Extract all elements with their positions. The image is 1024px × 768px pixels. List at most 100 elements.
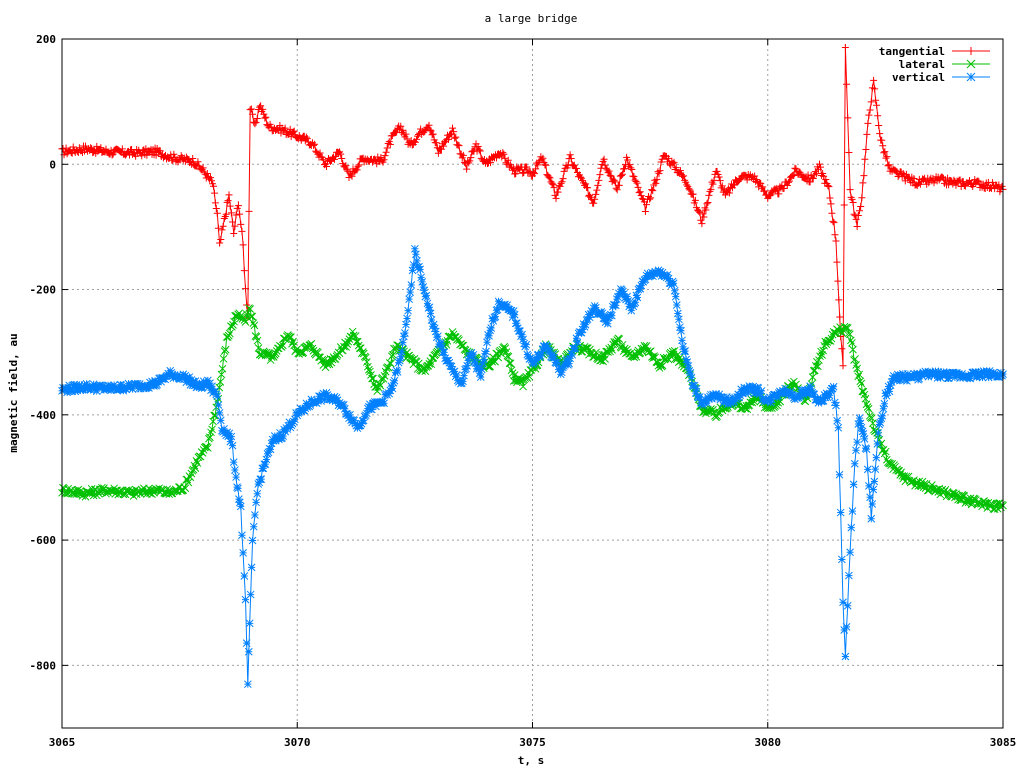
data-point xyxy=(155,151,157,153)
data-point xyxy=(840,339,842,341)
legend-label: tangential xyxy=(879,45,945,58)
data-point xyxy=(579,176,581,178)
data-point xyxy=(955,182,957,184)
data-point xyxy=(630,357,632,359)
data-point xyxy=(522,339,524,341)
data-point xyxy=(644,207,647,209)
data-point xyxy=(499,151,501,153)
data-point xyxy=(451,332,454,334)
data-point xyxy=(579,332,581,334)
data-point xyxy=(310,401,312,403)
legend-entry-vertical: vertical xyxy=(892,71,990,84)
data-point xyxy=(216,395,218,397)
data-point xyxy=(470,351,472,353)
data-point xyxy=(877,433,879,435)
data-point xyxy=(296,351,298,353)
data-point xyxy=(531,364,534,366)
data-point xyxy=(503,345,505,347)
data-point xyxy=(630,307,632,309)
data-point xyxy=(348,414,350,416)
data-point xyxy=(419,132,421,134)
x-tick-label: 3080 xyxy=(755,736,782,749)
data-point xyxy=(715,414,717,416)
data-point xyxy=(132,152,134,154)
legend-marker xyxy=(966,72,976,82)
data-point xyxy=(296,135,298,137)
data-point xyxy=(844,655,847,657)
data-point xyxy=(296,414,298,416)
data-point xyxy=(193,160,195,162)
data-point xyxy=(235,476,237,479)
data-point xyxy=(663,154,665,156)
data-point xyxy=(132,386,134,388)
data-point xyxy=(955,495,957,497)
data-point xyxy=(673,282,675,284)
data-point xyxy=(776,401,778,403)
data-point xyxy=(658,364,661,366)
data-point xyxy=(499,301,501,303)
legend-marker xyxy=(967,47,975,55)
data-point xyxy=(247,683,249,685)
data-point xyxy=(376,389,378,391)
data-point xyxy=(367,364,369,366)
data-point xyxy=(849,552,851,554)
data-point xyxy=(282,433,284,435)
data-point xyxy=(409,357,411,359)
data-point xyxy=(908,376,910,378)
data-point xyxy=(390,138,392,140)
data-point xyxy=(259,104,261,106)
data-point xyxy=(856,370,858,372)
data-point xyxy=(174,157,176,159)
data-point xyxy=(593,307,595,309)
data-point xyxy=(414,251,416,253)
data-point xyxy=(273,439,275,441)
data-point xyxy=(531,173,534,175)
data-point xyxy=(353,332,355,334)
data-point xyxy=(884,395,887,397)
data-point xyxy=(324,395,327,397)
data-point xyxy=(339,151,341,153)
data-point xyxy=(400,126,402,128)
data-point xyxy=(108,151,110,153)
data-point xyxy=(626,157,628,159)
chart-title: a large bridge xyxy=(485,12,578,25)
data-point xyxy=(442,351,444,353)
data-point xyxy=(423,370,425,372)
data-point xyxy=(132,492,134,494)
data-point xyxy=(835,238,837,240)
data-point xyxy=(781,389,783,391)
y-tick-label: -800 xyxy=(30,659,57,672)
data-point xyxy=(854,464,856,466)
data-point xyxy=(437,151,439,153)
data-point xyxy=(654,182,656,184)
data-point xyxy=(395,345,397,347)
data-point xyxy=(814,370,816,372)
y-tick-label: -200 xyxy=(30,284,57,297)
data-point xyxy=(955,375,957,377)
data-point xyxy=(513,169,515,172)
y-tick-label: -400 xyxy=(30,409,57,422)
data-point xyxy=(870,514,872,516)
data-point xyxy=(658,270,661,272)
data-point xyxy=(936,489,938,491)
data-point xyxy=(237,201,239,203)
data-point xyxy=(108,489,110,491)
data-point xyxy=(715,395,717,397)
data-point xyxy=(339,401,341,403)
data-point xyxy=(644,345,647,347)
data-point xyxy=(993,185,995,187)
data-point xyxy=(522,382,524,385)
data-point xyxy=(894,376,896,378)
y-tick-label: -600 xyxy=(30,534,57,547)
data-point xyxy=(451,370,454,372)
data-point xyxy=(847,326,849,328)
data-point xyxy=(837,426,839,428)
data-point xyxy=(593,201,595,203)
data-point xyxy=(169,492,171,494)
legend-label: vertical xyxy=(892,71,945,84)
data-point xyxy=(844,44,847,46)
data-point xyxy=(169,373,171,375)
data-point xyxy=(212,182,214,184)
data-point xyxy=(433,326,435,328)
